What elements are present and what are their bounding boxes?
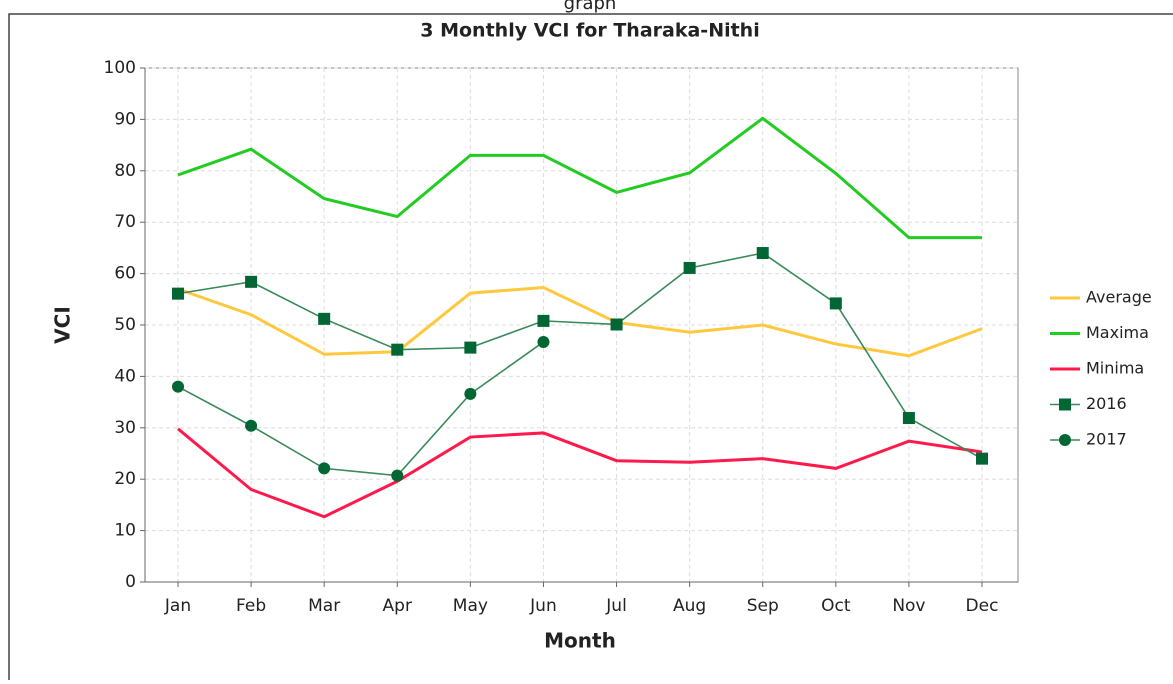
- marker: [756, 247, 769, 260]
- x-tick-label: Aug: [673, 596, 706, 616]
- series-line: [177, 116, 982, 240]
- marker: [391, 343, 404, 356]
- legend-label: 2016: [1086, 394, 1127, 413]
- marker: [537, 335, 550, 348]
- marker: [318, 312, 331, 325]
- x-tick-label: May: [453, 596, 488, 616]
- marker: [245, 419, 258, 432]
- x-tick-label: Jun: [529, 596, 557, 616]
- y-tick-label: 30: [114, 418, 136, 438]
- legend-label: Minima: [1086, 359, 1144, 378]
- marker: [318, 462, 331, 475]
- marker: [537, 314, 550, 327]
- marker: [829, 297, 842, 310]
- y-tick-label: 60: [114, 264, 136, 284]
- series-line: [177, 427, 983, 519]
- x-tick-label: Feb: [236, 596, 266, 616]
- series-line: [177, 341, 544, 477]
- y-tick-label: 90: [114, 109, 136, 129]
- chart-title: 3 Monthly VCI for Tharaka-Nithi: [420, 20, 759, 42]
- marker: [172, 380, 184, 393]
- series-line: [177, 285, 983, 358]
- marker: [464, 341, 477, 354]
- marker: [610, 318, 623, 331]
- y-tick-label: 100: [104, 58, 136, 78]
- page-header: graph: [564, 0, 617, 14]
- y-tick-label: 20: [114, 469, 136, 489]
- marker: [976, 452, 988, 465]
- x-tick-label: Dec: [966, 596, 999, 616]
- x-tick-label: Apr: [383, 596, 412, 616]
- marker: [1059, 398, 1071, 411]
- legend-label: Average: [1086, 288, 1152, 307]
- y-axis-label: VCI: [51, 306, 75, 344]
- marker: [1059, 434, 1071, 446]
- x-tick-label: Jan: [164, 596, 191, 616]
- y-tick-label: 10: [114, 521, 136, 541]
- x-tick-label: Oct: [821, 596, 851, 616]
- y-tick-label: 0: [125, 572, 136, 592]
- marker: [172, 287, 184, 300]
- legend-label: 2017: [1086, 430, 1127, 449]
- y-tick-label: 80: [114, 161, 136, 181]
- x-axis-label: Month: [544, 629, 616, 653]
- marker: [683, 261, 696, 274]
- marker: [464, 387, 477, 400]
- x-tick-label: Jul: [605, 596, 627, 616]
- x-tick-label: Mar: [308, 596, 340, 616]
- x-tick-label: Nov: [892, 596, 925, 616]
- y-tick-label: 70: [114, 212, 136, 232]
- legend-label: Maxima: [1086, 323, 1149, 342]
- marker: [391, 469, 404, 482]
- y-tick-label: 40: [114, 366, 136, 386]
- y-tick-label: 50: [114, 315, 136, 335]
- marker: [902, 412, 915, 425]
- marker: [245, 275, 258, 288]
- series-line: [177, 252, 983, 460]
- x-tick-label: Sep: [747, 596, 779, 616]
